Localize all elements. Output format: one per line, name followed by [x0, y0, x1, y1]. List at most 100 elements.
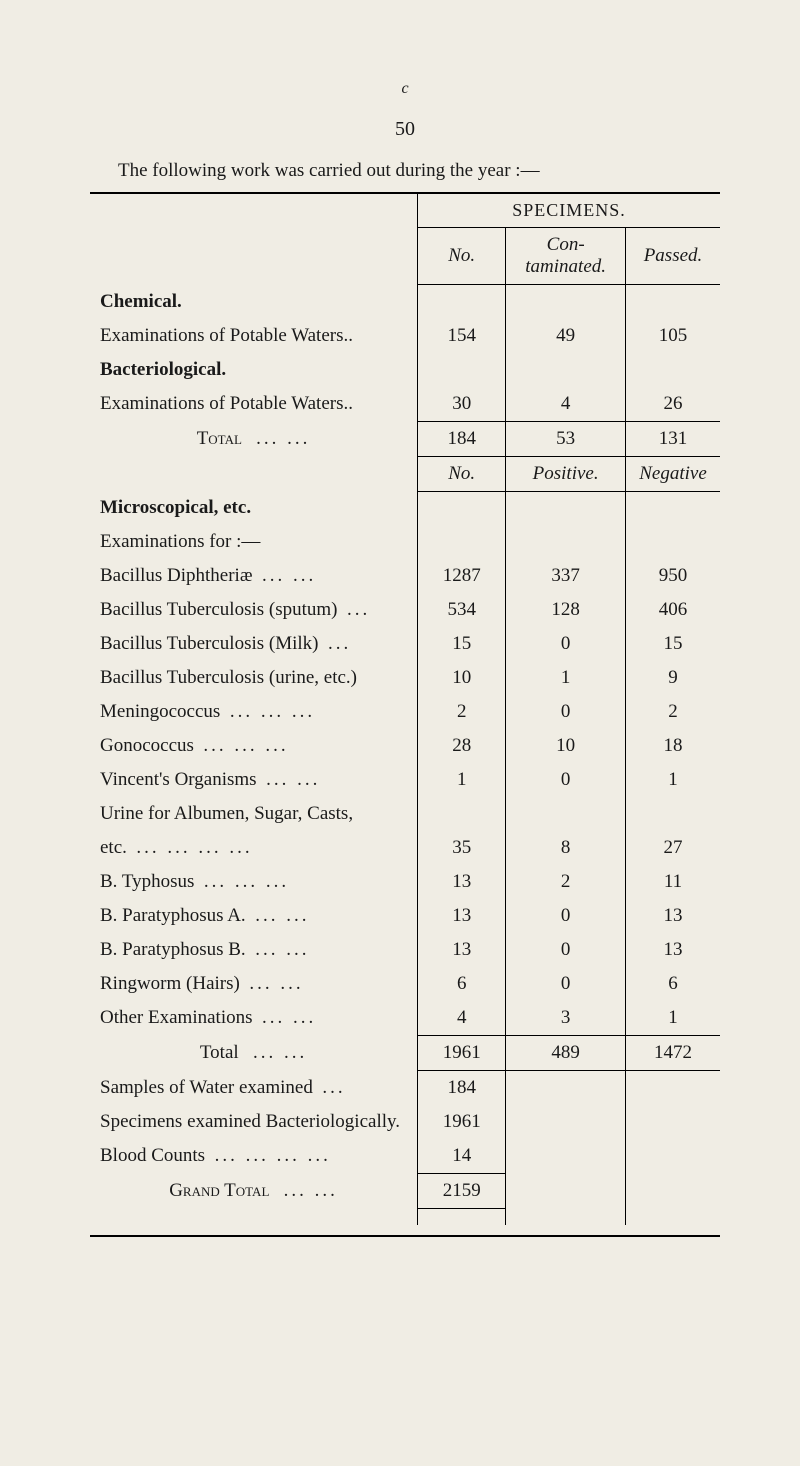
table-row: Bacillus Tuberculosis (urine, etc.)1019: [90, 661, 720, 695]
cell-value: 950: [625, 559, 720, 593]
specimens-label-row: SPECIMENS.: [90, 194, 720, 228]
cell-value: 1961: [418, 1036, 506, 1071]
row-label: Blood Counts ... ... ... ...: [90, 1139, 418, 1174]
dots: ... ...: [256, 428, 310, 449]
cell-value: 13: [418, 899, 506, 933]
table-row: Chemical.: [90, 285, 720, 319]
table-row: Examinations for :—: [90, 525, 720, 559]
table-row: [90, 1209, 720, 1226]
row-label: B. Paratyphosus B. ... ...: [90, 933, 418, 967]
cell-value: 13: [625, 899, 720, 933]
cell-value: 337: [506, 559, 626, 593]
grand-total-label: Grand Total: [169, 1180, 269, 1201]
cell-value: [625, 1139, 720, 1174]
dots: ... ...: [266, 769, 320, 790]
row-label: Specimens examined Bacteriologically.: [90, 1105, 418, 1139]
rule-bottom: [90, 1235, 720, 1237]
row-label: Bacillus Tuberculosis (sputum) ...: [90, 593, 418, 627]
table-row: Bacillus Diphtheriæ ... ...1287337950: [90, 559, 720, 593]
dots: ...: [328, 633, 351, 654]
bacteriological-heading: Bacteriological.: [90, 353, 418, 387]
table-row: Microscopical, etc.: [90, 491, 720, 525]
table-row: Bacillus Tuberculosis (Milk) ...15015: [90, 627, 720, 661]
cell-value: 2: [625, 695, 720, 729]
cell-value: 406: [625, 593, 720, 627]
dots: ... ...: [262, 1007, 316, 1028]
total-label: Total: [200, 1042, 239, 1063]
cell-value: 4: [418, 1001, 506, 1036]
dots: ... ...: [262, 565, 316, 586]
main-table: SPECIMENS. No. Con- taminated. Passed. C…: [90, 194, 720, 1225]
examinations-for: Examinations for :—: [90, 525, 418, 559]
cell-value: 15: [418, 627, 506, 661]
cell-value: 0: [506, 933, 626, 967]
cell-value: 27: [625, 831, 720, 865]
cell-value: 0: [506, 763, 626, 797]
page: c 50 The following work was carried out …: [0, 0, 800, 1466]
cell-value: 0: [506, 967, 626, 1001]
dots: ... ... ... ...: [136, 837, 252, 858]
cell-value: 2: [506, 865, 626, 899]
table-row: Ringworm (Hairs) ... ...606: [90, 967, 720, 1001]
table-row: Samples of Water examined ...184: [90, 1071, 720, 1106]
cell-value: 105: [625, 319, 720, 353]
cell-value: [625, 1105, 720, 1139]
table-row: Examinations of Potable Waters.. 30 4 26: [90, 387, 720, 422]
cell-value: 35: [418, 831, 506, 865]
table-row: Specimens examined Bacteriologically.196…: [90, 1105, 720, 1139]
total-row: Total ... ... 184 53 131: [90, 421, 720, 456]
cell-value: 28: [418, 729, 506, 763]
cell-value: 154: [418, 319, 506, 353]
cell-value: [418, 797, 506, 831]
row-label: Gonococcus ... ... ...: [90, 729, 418, 763]
dots: ... ... ...: [230, 701, 315, 722]
dots: ... ...: [255, 939, 309, 960]
row-label: Other Examinations ... ...: [90, 1001, 418, 1036]
cell-value: 184: [418, 421, 506, 456]
row-label: Samples of Water examined ...: [90, 1071, 418, 1106]
cell-value: 14: [418, 1139, 506, 1174]
dots: ... ...: [249, 973, 303, 994]
dots: ... ...: [253, 1042, 307, 1063]
cell-value: 0: [506, 899, 626, 933]
table-row: Meningococcus ... ... ...202: [90, 695, 720, 729]
table-row: Bacteriological.: [90, 353, 720, 387]
table-row: Other Examinations ... ...431: [90, 1001, 720, 1036]
cell-value: 1287: [418, 559, 506, 593]
row-label: Bacillus Tuberculosis (Milk) ...: [90, 627, 418, 661]
cell-value: 10: [506, 729, 626, 763]
cell-value: [506, 797, 626, 831]
row-label: Vincent's Organisms ... ...: [90, 763, 418, 797]
table-row: Blood Counts ... ... ... ...14: [90, 1139, 720, 1174]
marginal-glyph: c: [90, 80, 720, 98]
dots: ... ...: [255, 905, 309, 926]
cell-value: [506, 1105, 626, 1139]
col-header-negative: Negative: [625, 456, 720, 491]
col-header-positive: Positive.: [506, 456, 626, 491]
cell-value: 11: [625, 865, 720, 899]
cell-value: 30: [418, 387, 506, 422]
cell-value: 6: [418, 967, 506, 1001]
table-row: etc. ... ... ... ...35827: [90, 831, 720, 865]
row-label: Bacillus Tuberculosis (urine, etc.): [90, 661, 418, 695]
cell-value: 534: [418, 593, 506, 627]
row-label: Examinations of Potable Waters..: [90, 387, 418, 422]
cell-value: 0: [506, 695, 626, 729]
cell-value: 1: [625, 763, 720, 797]
row-label: Bacillus Diphtheriæ ... ...: [90, 559, 418, 593]
row-label: B. Typhosus ... ... ...: [90, 865, 418, 899]
table-header-row: No. Con- taminated. Passed.: [90, 228, 720, 285]
table-row: Examinations of Potable Waters.. 154 49 …: [90, 319, 720, 353]
row-label: Meningococcus ... ... ...: [90, 695, 418, 729]
dots: ...: [322, 1077, 345, 1098]
dots: ... ... ...: [203, 735, 288, 756]
dots: ... ... ... ...: [215, 1145, 331, 1166]
dots: ... ... ...: [204, 871, 289, 892]
table-row: Gonococcus ... ... ...281018: [90, 729, 720, 763]
specimens-label: SPECIMENS.: [418, 194, 720, 228]
cell-value: 1: [418, 763, 506, 797]
microscopical-heading: Microscopical, etc.: [90, 491, 418, 525]
cell-value: 131: [625, 421, 720, 456]
cell-value: 49: [506, 319, 626, 353]
col-header-passed: Passed.: [625, 228, 720, 285]
